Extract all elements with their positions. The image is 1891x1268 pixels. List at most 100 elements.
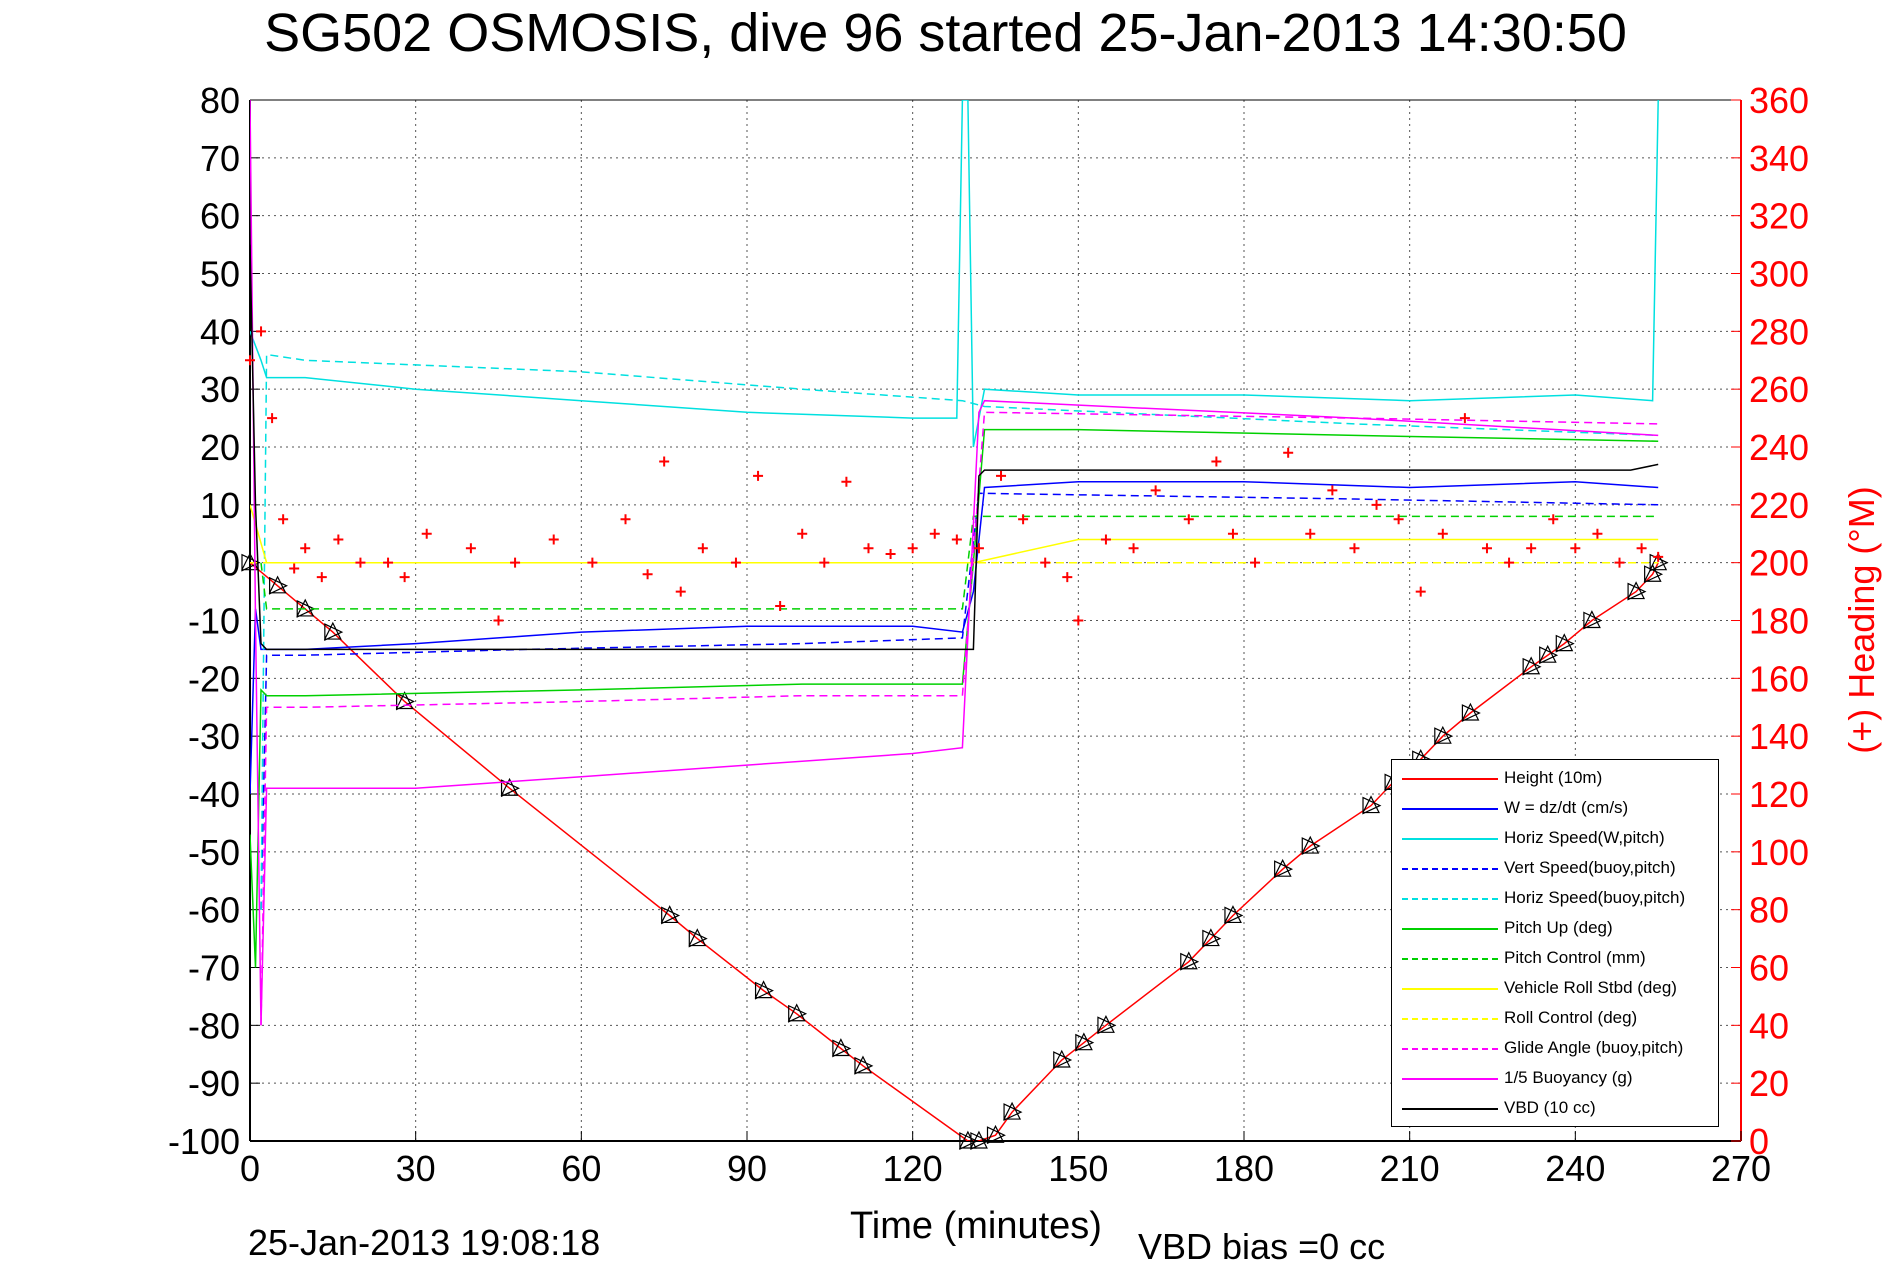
- height-marker: [241, 552, 261, 572]
- y-tick-label: 80: [200, 80, 240, 121]
- height-marker: [660, 905, 681, 925]
- heading-marker: [1283, 447, 1294, 458]
- height-marker: [1052, 1049, 1073, 1069]
- height-marker: [1433, 725, 1454, 746]
- legend-item: Glide Angle (buoy,pitch): [1392, 1034, 1718, 1064]
- legend-swatch: [1402, 1018, 1498, 1020]
- x-tick-label: 270: [1711, 1148, 1771, 1189]
- y-right-tick-label: 320: [1749, 196, 1809, 237]
- heading-marker: [1040, 557, 1051, 568]
- footer-timestamp: 25-Jan-2013 19:08:18: [248, 1222, 601, 1263]
- height-marker: [787, 1003, 808, 1023]
- heading-marker: [289, 563, 300, 574]
- y-right-tick-label: 80: [1749, 890, 1789, 931]
- height-marker: [323, 621, 344, 642]
- y-right-tick-label: 240: [1749, 427, 1809, 468]
- height-marker: [1362, 795, 1382, 815]
- series-line-w-dz-dt-cm-s: [250, 480, 1659, 795]
- y-right-tick-label: 360: [1749, 80, 1809, 121]
- legend-item: Height (10m): [1392, 764, 1718, 794]
- legend-swatch: [1402, 1048, 1498, 1050]
- heading-marker: [659, 456, 670, 467]
- y-tick-label: -80: [188, 1005, 240, 1046]
- series-line-horiz-speed-buoy-pitch: [260, 353, 1659, 910]
- heading-marker: [1437, 528, 1448, 539]
- y-tick-label: -60: [188, 890, 240, 931]
- heading-marker: [300, 543, 311, 554]
- heading-marker: [1592, 528, 1603, 539]
- height-marker: [1582, 610, 1603, 630]
- y-tick-label: -90: [188, 1063, 240, 1104]
- y-tick-label: 0: [220, 543, 240, 584]
- heading-marker: [1305, 528, 1316, 539]
- heading-marker: [421, 528, 432, 539]
- y-right-tick-label: 100: [1749, 832, 1809, 873]
- height-marker: [1273, 858, 1294, 879]
- y-tick-label: -10: [188, 601, 240, 642]
- heading-marker: [1548, 514, 1559, 525]
- y-right-tick-label: 160: [1749, 658, 1809, 699]
- heading-marker: [1250, 557, 1261, 568]
- y-right-tick-label: 340: [1749, 138, 1809, 179]
- chart-legend: Height (10m) W = dz/dt (cm/s) Horiz Speed(…: [1391, 759, 1719, 1127]
- legend-item: Vert Speed(buoy,pitch): [1392, 854, 1718, 884]
- heading-marker: [465, 543, 476, 554]
- height-marker: [1201, 928, 1222, 948]
- heading-marker: [245, 355, 255, 366]
- y-right-tick-label: 260: [1749, 369, 1809, 410]
- height-marker: [1074, 1032, 1095, 1052]
- heading-marker: [797, 528, 808, 539]
- y-right-tick-label: 140: [1749, 716, 1809, 757]
- y-right-tick-label: 120: [1749, 774, 1809, 815]
- legend-item: Vehicle Roll Stbd (deg): [1392, 974, 1718, 1004]
- y-tick-label: -50: [188, 832, 240, 873]
- legend-label: Glide Angle (buoy,pitch): [1504, 1038, 1684, 1057]
- legend-label: Roll Control (deg): [1504, 1008, 1638, 1027]
- legend-label: Vehicle Roll Stbd (deg): [1504, 978, 1677, 997]
- heading-marker: [973, 543, 984, 554]
- legend-item: Horiz Speed(buoy,pitch): [1392, 884, 1718, 914]
- legend-item: Pitch Control (mm): [1392, 944, 1718, 974]
- x-tick-label: 0: [240, 1148, 260, 1189]
- heading-marker: [1459, 413, 1470, 424]
- height-marker: [500, 777, 520, 798]
- heading-marker: [1183, 514, 1194, 525]
- heading-marker: [1614, 557, 1625, 568]
- y-right-tick-label: 200: [1749, 543, 1809, 584]
- y-tick-label: -20: [188, 658, 240, 699]
- y-tick-label: 10: [200, 485, 240, 526]
- y-right-axis-label: (+) Heading (°M): [1841, 486, 1882, 753]
- heading-marker: [278, 514, 289, 525]
- legend-item: VBD (10 cc): [1392, 1094, 1718, 1124]
- heading-marker: [333, 534, 344, 545]
- heading-marker: [1481, 543, 1492, 554]
- heading-marker: [730, 557, 741, 568]
- y-right-tick-label: 0: [1749, 1121, 1769, 1162]
- heading-marker: [399, 572, 410, 583]
- heading-marker: [1653, 551, 1664, 562]
- x-tick-label: 120: [883, 1148, 943, 1189]
- height-marker: [1003, 1101, 1023, 1122]
- y-tick-label: 70: [200, 138, 240, 179]
- y-tick-label: 20: [200, 427, 240, 468]
- heading-marker: [996, 470, 1007, 481]
- series-line-vert-speed-buoy-pitch: [260, 492, 1659, 910]
- heading-marker: [493, 615, 504, 626]
- footer-vbd-bias: VBD bias =0 cc: [1138, 1226, 1386, 1267]
- heading-marker: [1504, 557, 1515, 568]
- heading-marker: [1100, 534, 1111, 545]
- height-marker: [688, 928, 708, 948]
- legend-item: Pitch Up (deg): [1392, 914, 1718, 944]
- heading-marker: [1415, 586, 1426, 597]
- series-line-horiz-speed-w-pitch: [250, 100, 1659, 448]
- legend-swatch: [1402, 808, 1498, 810]
- heading-marker: [510, 557, 521, 568]
- heading-marker: [1393, 514, 1404, 525]
- x-tick-label: 60: [561, 1148, 601, 1189]
- series-line-height-10m: [250, 562, 1659, 1141]
- series-line-1-5-buoyancy-g: [250, 100, 1659, 1026]
- heading-marker: [1227, 528, 1238, 539]
- heading-marker: [863, 543, 874, 554]
- heading-marker: [642, 569, 653, 580]
